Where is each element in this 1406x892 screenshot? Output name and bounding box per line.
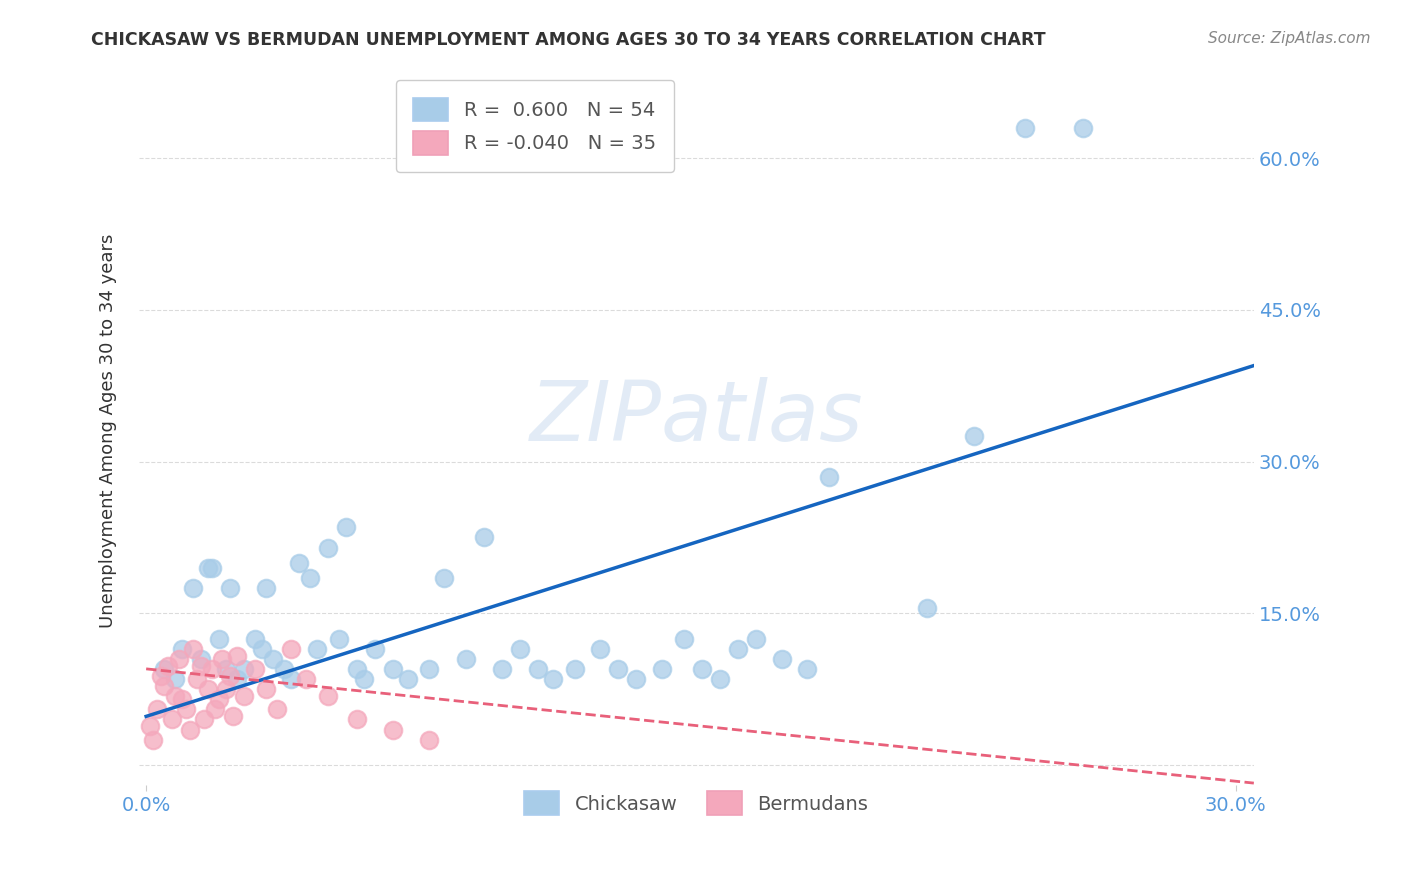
Point	[564, 662, 586, 676]
Point	[215, 662, 238, 676]
Point	[509, 641, 531, 656]
Point	[243, 662, 266, 676]
Point	[745, 632, 768, 646]
Point	[491, 662, 513, 676]
Point	[280, 641, 302, 656]
Point	[172, 641, 194, 656]
Point	[770, 652, 793, 666]
Point	[273, 662, 295, 676]
Point	[215, 682, 238, 697]
Point	[346, 662, 368, 676]
Point	[142, 732, 165, 747]
Point	[672, 632, 695, 646]
Point	[167, 652, 190, 666]
Point	[589, 641, 612, 656]
Point	[226, 648, 249, 663]
Point	[316, 689, 339, 703]
Point	[204, 702, 226, 716]
Point	[160, 713, 183, 727]
Text: Source: ZipAtlas.com: Source: ZipAtlas.com	[1208, 31, 1371, 46]
Point	[396, 672, 419, 686]
Point	[335, 520, 357, 534]
Point	[233, 689, 256, 703]
Point	[146, 702, 169, 716]
Point	[262, 652, 284, 666]
Point	[252, 641, 274, 656]
Point	[353, 672, 375, 686]
Point	[727, 641, 749, 656]
Point	[190, 658, 212, 673]
Point	[222, 709, 245, 723]
Point	[197, 682, 219, 697]
Point	[287, 556, 309, 570]
Point	[172, 692, 194, 706]
Point	[607, 662, 630, 676]
Point	[346, 713, 368, 727]
Point	[915, 601, 938, 615]
Point	[266, 702, 288, 716]
Point	[418, 732, 440, 747]
Point	[233, 662, 256, 676]
Point	[382, 662, 405, 676]
Point	[165, 689, 187, 703]
Point	[179, 723, 201, 737]
Point	[472, 531, 495, 545]
Point	[328, 632, 350, 646]
Point	[316, 541, 339, 555]
Point	[165, 672, 187, 686]
Point	[963, 429, 986, 443]
Point	[208, 632, 231, 646]
Point	[364, 641, 387, 656]
Point	[626, 672, 648, 686]
Point	[709, 672, 731, 686]
Point	[527, 662, 550, 676]
Point	[139, 719, 162, 733]
Point	[254, 581, 277, 595]
Point	[149, 669, 172, 683]
Point	[254, 682, 277, 697]
Point	[541, 672, 564, 686]
Point	[305, 641, 328, 656]
Point	[156, 658, 179, 673]
Point	[280, 672, 302, 686]
Point	[651, 662, 673, 676]
Point	[153, 679, 176, 693]
Point	[243, 632, 266, 646]
Point	[218, 669, 240, 683]
Point	[190, 652, 212, 666]
Point	[153, 662, 176, 676]
Point	[183, 641, 205, 656]
Point	[211, 652, 233, 666]
Point	[1014, 120, 1036, 135]
Point	[218, 581, 240, 595]
Y-axis label: Unemployment Among Ages 30 to 34 years: Unemployment Among Ages 30 to 34 years	[100, 234, 117, 629]
Point	[796, 662, 818, 676]
Point	[193, 713, 215, 727]
Text: CHICKASAW VS BERMUDAN UNEMPLOYMENT AMONG AGES 30 TO 34 YEARS CORRELATION CHART: CHICKASAW VS BERMUDAN UNEMPLOYMENT AMONG…	[91, 31, 1046, 49]
Point	[200, 662, 222, 676]
Point	[183, 581, 205, 595]
Point	[208, 692, 231, 706]
Point	[295, 672, 318, 686]
Point	[382, 723, 405, 737]
Point	[200, 561, 222, 575]
Point	[433, 571, 456, 585]
Point	[818, 470, 841, 484]
Point	[174, 702, 197, 716]
Legend: Chickasaw, Bermudans: Chickasaw, Bermudans	[515, 781, 879, 825]
Point	[454, 652, 477, 666]
Text: ZIPatlas: ZIPatlas	[530, 376, 863, 458]
Point	[186, 672, 208, 686]
Point	[226, 672, 249, 686]
Point	[197, 561, 219, 575]
Point	[418, 662, 440, 676]
Point	[690, 662, 713, 676]
Point	[1071, 120, 1094, 135]
Point	[298, 571, 321, 585]
